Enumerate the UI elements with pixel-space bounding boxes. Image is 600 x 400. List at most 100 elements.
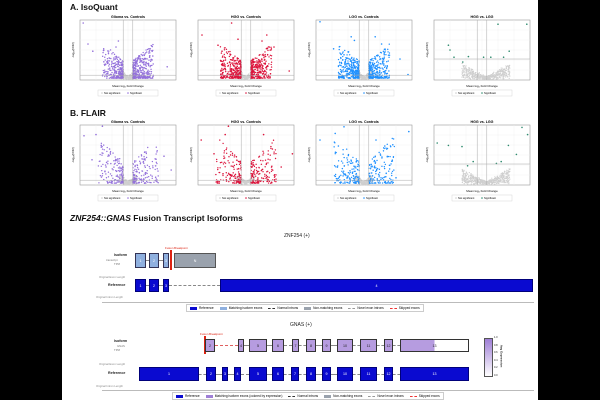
point-significant [377, 62, 380, 64]
point-significant [371, 77, 374, 79]
point-not-significant [495, 182, 498, 185]
point-significant [157, 175, 159, 177]
point-significant [342, 66, 345, 68]
point-significant [256, 75, 258, 78]
point-significant [232, 69, 235, 72]
point-significant [338, 77, 341, 79]
point-significant [348, 68, 350, 70]
point-significant [256, 60, 258, 62]
point-significant [357, 69, 359, 71]
point-not-significant [468, 175, 470, 177]
point-not-significant [363, 76, 366, 78]
legend-marker [481, 92, 483, 94]
point-significant [110, 162, 112, 165]
volcano-plot: Glioma vs. Controls Mean log₂ Fold Change… [70, 12, 182, 104]
y-axis-label: -log₁₀(FDR) [425, 42, 429, 57]
point-significant [106, 75, 108, 78]
point-not-significant [361, 182, 364, 184]
point-significant [258, 173, 260, 175]
point-significant [383, 66, 386, 69]
point-not-significant [362, 180, 365, 183]
point-significant [382, 62, 384, 64]
point-significant [265, 162, 268, 165]
legend-label: Significant [248, 91, 260, 95]
point-significant [107, 163, 109, 165]
point-not-significant [505, 76, 507, 78]
point-significant [265, 68, 268, 70]
point-significant [265, 75, 268, 77]
point-significant [356, 168, 359, 171]
point-significant [141, 158, 143, 160]
point-not-significant [469, 75, 471, 77]
point-significant [353, 165, 355, 167]
point-significant [114, 162, 116, 165]
point-significant [106, 57, 109, 60]
point-not-significant [479, 76, 481, 79]
point-significant [228, 156, 230, 158]
point-significant [216, 181, 218, 183]
point-significant [355, 181, 357, 183]
legend-label: Significant [130, 91, 142, 95]
point-significant [395, 177, 397, 179]
point-significant [233, 174, 236, 177]
point-significant [222, 69, 225, 71]
point-significant [338, 175, 341, 178]
point-not-significant [495, 78, 498, 80]
point-significant [222, 63, 224, 66]
point-significant [217, 168, 219, 171]
point-significant [92, 50, 94, 52]
point-not-significant [489, 77, 492, 79]
point-significant [371, 166, 373, 168]
point-significant [383, 161, 386, 164]
point-significant [135, 169, 138, 171]
point-significant [344, 58, 347, 61]
point-significant [229, 174, 232, 177]
point-significant [356, 176, 359, 179]
point-significant [259, 67, 261, 69]
point-significant [355, 158, 358, 160]
point-significant [149, 49, 151, 52]
point-not-significant [355, 177, 357, 179]
point-significant [144, 182, 146, 184]
point-not-significant [118, 183, 121, 186]
point-significant [237, 167, 240, 170]
point-significant [273, 180, 276, 182]
point-significant [233, 72, 235, 74]
point-significant [120, 163, 122, 165]
point-significant [111, 168, 113, 170]
point-significant [252, 162, 254, 164]
point-not-significant [497, 78, 499, 80]
point-significant [103, 49, 105, 51]
point-significant [103, 63, 106, 66]
point-significant [344, 61, 346, 63]
point-significant [357, 65, 359, 68]
point-significant [337, 145, 340, 147]
point-not-significant [130, 179, 132, 181]
point-significant [271, 165, 273, 167]
point-significant [237, 77, 240, 79]
point-significant [334, 153, 336, 155]
point-significant [253, 169, 256, 171]
point-not-significant [253, 68, 255, 70]
point-significant [107, 171, 110, 173]
point-significant [375, 167, 377, 169]
point-significant [343, 67, 345, 69]
point-significant [254, 68, 256, 71]
point-significant [270, 49, 272, 51]
point-not-significant [465, 71, 467, 73]
legend-marker [101, 92, 103, 94]
point-not-significant [492, 72, 494, 74]
point-significant [150, 174, 152, 176]
point-significant [113, 160, 115, 162]
point-significant [146, 48, 149, 51]
point-significant [253, 76, 255, 79]
legend-label: Not significant [222, 91, 239, 95]
point-not-significant [502, 181, 504, 183]
point-significant [388, 54, 391, 56]
point-not-significant [360, 182, 362, 184]
point-significant [280, 166, 282, 168]
point-not-significant [244, 75, 247, 77]
point-significant [154, 176, 157, 179]
point-significant [275, 180, 277, 183]
point-significant [270, 147, 272, 150]
